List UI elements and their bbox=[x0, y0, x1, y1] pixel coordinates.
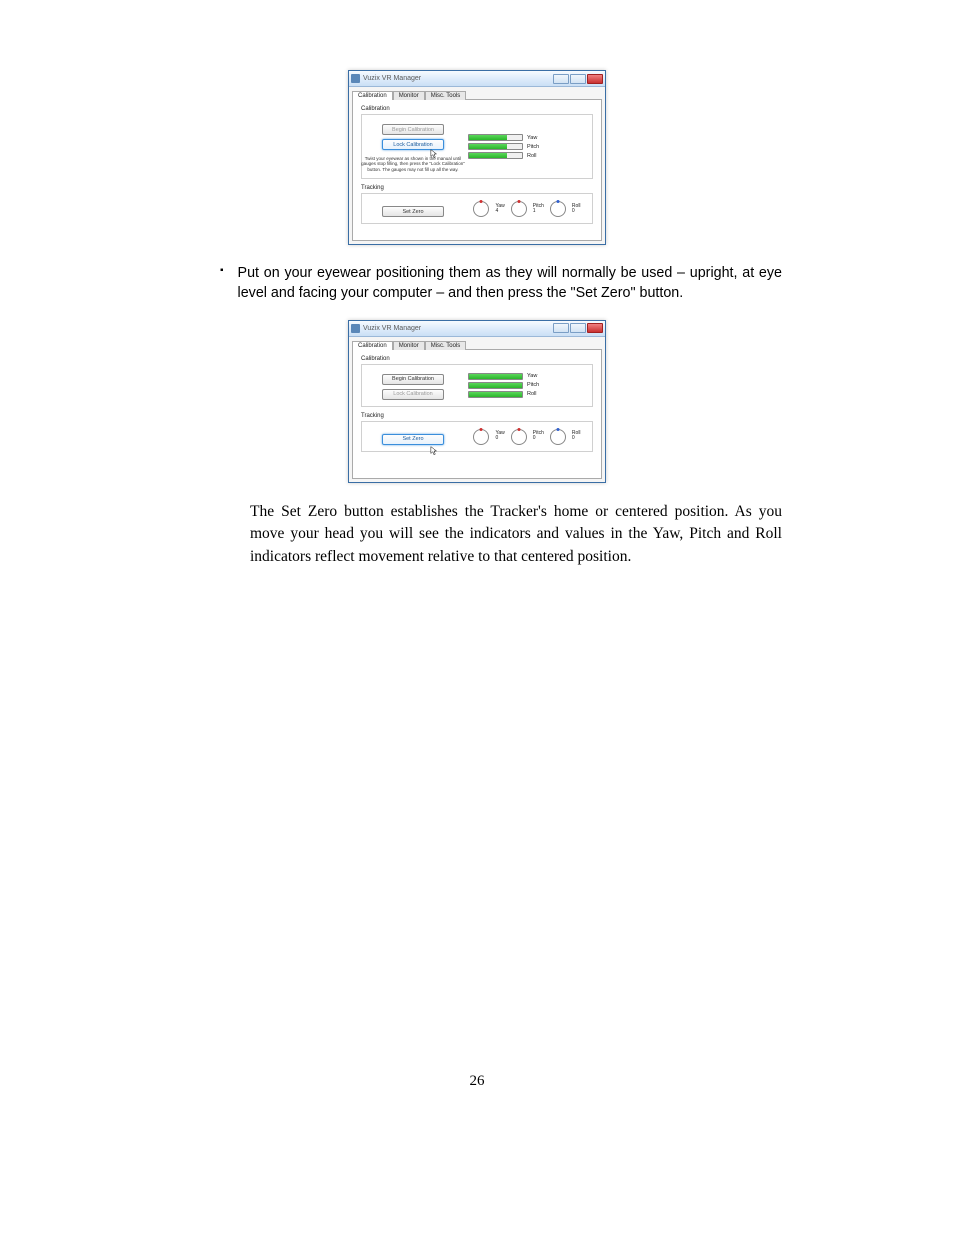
gauge-pitch-label: Pitch bbox=[527, 382, 547, 388]
tracking-section: Set Zero Yaw 0 bbox=[361, 421, 593, 452]
gauges: Yaw Pitch Roll bbox=[468, 121, 586, 172]
tracking-buttons: Set Zero bbox=[368, 200, 458, 217]
dial-yaw-circle bbox=[473, 429, 489, 445]
set-zero-button[interactable]: Set Zero bbox=[382, 206, 444, 217]
dial-yaw-circle bbox=[473, 201, 489, 217]
gauges: Yaw Pitch Roll bbox=[468, 371, 586, 400]
tab-calibration[interactable]: Calibration bbox=[352, 341, 393, 350]
tabs: Calibration Monitor Misc. Tools bbox=[352, 340, 602, 349]
dial-roll-circle bbox=[550, 429, 566, 445]
tab-panel: Calibration Begin Calibration Lock Calib… bbox=[352, 99, 602, 241]
gauge-roll-fill bbox=[469, 153, 507, 158]
lock-calibration-button[interactable]: Lock Calibration bbox=[382, 389, 444, 400]
gauge-yaw-fill bbox=[469, 135, 507, 140]
window-controls bbox=[552, 74, 603, 84]
dial-pitch-circle bbox=[511, 201, 527, 217]
screenshot-2: Vuzix VR Manager Calibration Monitor Mis… bbox=[130, 320, 824, 483]
vuzix-window: Vuzix VR Manager Calibration Monitor Mis… bbox=[348, 70, 606, 245]
begin-calibration-button[interactable]: Begin Calibration bbox=[382, 374, 444, 385]
dial-pitch-value: 1 bbox=[533, 209, 544, 214]
begin-calibration-button[interactable]: Begin Calibration bbox=[382, 124, 444, 135]
instruction-block: ▪ Put on your eyewear positioning them a… bbox=[220, 263, 782, 304]
dial-roll-value: 0 bbox=[572, 209, 581, 214]
dial-pitch-circle bbox=[511, 429, 527, 445]
dial-roll bbox=[550, 200, 566, 217]
tab-calibration[interactable]: Calibration bbox=[352, 91, 393, 100]
tabs: Calibration Monitor Misc. Tools bbox=[352, 90, 602, 99]
body-paragraph: The Set Zero button establishes the Trac… bbox=[250, 501, 782, 568]
tracking-section-label: Tracking bbox=[361, 185, 593, 191]
close-button[interactable] bbox=[587, 74, 603, 84]
gauge-roll-fill bbox=[469, 392, 522, 397]
gauge-roll-label: Roll bbox=[527, 391, 547, 397]
gauge-pitch-label: Pitch bbox=[527, 144, 547, 150]
gauge-pitch-fill bbox=[469, 383, 522, 388]
vuzix-window-2: Vuzix VR Manager Calibration Monitor Mis… bbox=[348, 320, 606, 483]
calibration-hint: Twist your eyewear as shown in the manua… bbox=[358, 156, 468, 172]
gauge-pitch: Pitch bbox=[468, 143, 582, 150]
page-number: 26 bbox=[0, 1073, 954, 1090]
cursor-icon bbox=[430, 149, 438, 159]
calibration-section: Begin Calibration Lock Calibration Yaw P… bbox=[361, 364, 593, 407]
gauge-roll: Roll bbox=[468, 391, 582, 398]
instruction-text: Put on your eyewear positioning them as … bbox=[238, 263, 782, 304]
dial-pitch bbox=[511, 200, 527, 217]
gauge-roll-label: Roll bbox=[527, 153, 547, 159]
close-button[interactable] bbox=[587, 323, 603, 333]
dial-yaw-value: 4 bbox=[495, 209, 504, 214]
dial-roll-value: 0 bbox=[572, 436, 581, 441]
set-zero-button[interactable]: Set Zero bbox=[382, 434, 444, 445]
minimize-button[interactable] bbox=[553, 323, 569, 333]
calibration-section: Begin Calibration Lock Calibration Twist… bbox=[361, 114, 593, 179]
maximize-button[interactable] bbox=[570, 74, 586, 84]
tracking-section-label: Tracking bbox=[361, 413, 593, 419]
window-controls bbox=[552, 323, 603, 333]
calibration-section-label: Calibration bbox=[361, 356, 593, 362]
tracking-section: Set Zero Yaw 4 bbox=[361, 193, 593, 224]
app-icon bbox=[351, 324, 360, 333]
dial-roll-circle bbox=[550, 201, 566, 217]
gauge-yaw: Yaw bbox=[468, 134, 582, 141]
calibration-section-label: Calibration bbox=[361, 106, 593, 112]
tab-panel: Calibration Begin Calibration Lock Calib… bbox=[352, 349, 602, 479]
dials: Yaw 4 Pitch 1 bbox=[468, 200, 586, 217]
window-title: Vuzix VR Manager bbox=[363, 75, 552, 82]
tab-misc[interactable]: Misc. Tools bbox=[425, 341, 467, 350]
tab-monitor[interactable]: Monitor bbox=[393, 341, 425, 350]
dial-yaw-value: 0 bbox=[495, 436, 504, 441]
tab-misc[interactable]: Misc. Tools bbox=[425, 91, 467, 100]
dials: Yaw 0 Pitch 0 bbox=[468, 428, 586, 445]
tab-monitor[interactable]: Monitor bbox=[393, 91, 425, 100]
dial-yaw bbox=[473, 428, 489, 445]
gauge-yaw-label: Yaw bbox=[527, 373, 547, 379]
gauge-yaw: Yaw bbox=[468, 373, 582, 380]
dial-pitch-value: 0 bbox=[533, 436, 544, 441]
client-area: Calibration Monitor Misc. Tools Calibrat… bbox=[349, 337, 605, 482]
minimize-button[interactable] bbox=[553, 74, 569, 84]
titlebar: Vuzix VR Manager bbox=[349, 321, 605, 337]
gauge-pitch-fill bbox=[469, 144, 507, 149]
app-icon bbox=[351, 74, 360, 83]
calibration-buttons: Begin Calibration Lock Calibration Twist… bbox=[368, 121, 458, 172]
dial-pitch bbox=[511, 428, 527, 445]
gauge-pitch: Pitch bbox=[468, 382, 582, 389]
gauge-roll: Roll bbox=[468, 152, 582, 159]
gauge-yaw-label: Yaw bbox=[527, 135, 547, 141]
gauge-yaw-fill bbox=[469, 374, 522, 379]
maximize-button[interactable] bbox=[570, 323, 586, 333]
screenshot-1: Vuzix VR Manager Calibration Monitor Mis… bbox=[130, 70, 824, 245]
titlebar: Vuzix VR Manager bbox=[349, 71, 605, 87]
window-title: Vuzix VR Manager bbox=[363, 325, 552, 332]
bullet-icon: ▪ bbox=[220, 266, 224, 304]
tracking-buttons: Set Zero bbox=[368, 428, 458, 445]
dial-yaw bbox=[473, 200, 489, 217]
cursor-icon bbox=[430, 446, 438, 456]
client-area: Calibration Monitor Misc. Tools Calibrat… bbox=[349, 87, 605, 244]
dial-roll bbox=[550, 428, 566, 445]
calibration-buttons: Begin Calibration Lock Calibration bbox=[368, 371, 458, 400]
